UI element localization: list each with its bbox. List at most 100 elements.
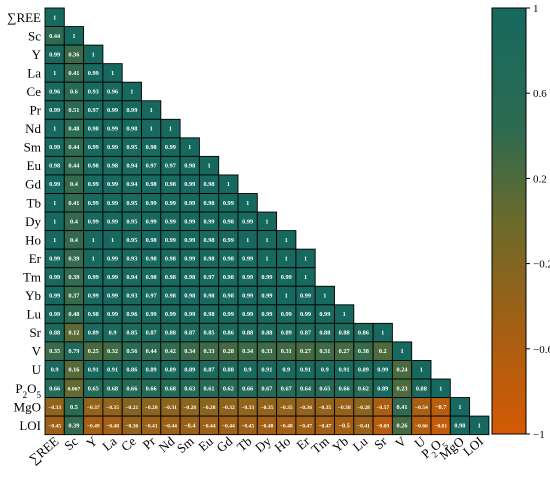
cell-value-label: 0.99 — [107, 218, 118, 225]
cell-value-label: 0.98 — [184, 293, 195, 300]
cell-value-label: 0.66 — [126, 385, 137, 392]
row-label: La — [27, 65, 41, 80]
cell-value-label: 0.12 — [68, 330, 79, 337]
cell-value-label: −0.31 — [164, 405, 177, 411]
cell-value-label: −0.44 — [222, 423, 235, 429]
cell-value-label: 0.87 — [204, 367, 215, 374]
cell-value-label: 0.98 — [184, 274, 195, 281]
cell-value-label: −0.38 — [338, 405, 351, 411]
cell-value-label: 0.44 — [146, 348, 158, 355]
cell-value-label: 0.99 — [281, 274, 292, 281]
cell-value-label: 0.93 — [126, 255, 137, 262]
cell-value-label: −0.35 — [280, 405, 293, 411]
cell-value-label: 0.2 — [379, 348, 387, 355]
row-label: Tm — [23, 269, 41, 284]
cell-value-label: 0.99 — [184, 311, 195, 318]
column-label: LOI — [460, 433, 486, 458]
cell-value-label: 0.24 — [397, 367, 409, 374]
cell-value-label: 0.9 — [51, 367, 59, 374]
cell-value-label: 0.66 — [49, 385, 60, 392]
cell-value-label: 1 — [458, 404, 461, 411]
cell-value-label: 0.9 — [282, 367, 290, 374]
cell-value-label: 0.88 — [261, 330, 272, 337]
cell-value-label: 0.98 — [146, 144, 157, 151]
cell-value-label: 0.98 — [223, 255, 234, 262]
cell-value-label: −0.47 — [299, 423, 312, 429]
cell-value-label: 0.98 — [146, 181, 157, 188]
cell-value-label: 0.98 — [204, 255, 215, 262]
cell-value-label: 0.99 — [165, 218, 176, 225]
cell-value-label: 0.99 — [377, 367, 388, 374]
cell-value-label: 0.62 — [223, 385, 234, 392]
row-label: Ce — [27, 84, 42, 99]
column-label: Lu — [350, 433, 371, 454]
cell-value-label: 0.4 — [70, 181, 79, 188]
cell-value-label: −0.37 — [87, 405, 100, 411]
cell-value-label: 0.99 — [281, 311, 292, 318]
colorbar-tick-label: 0.6 — [533, 88, 547, 100]
cell-value-label: 0.99 — [146, 218, 157, 225]
cell-value-label: 0.98 — [146, 237, 157, 244]
cell-value-label: 1 — [420, 367, 423, 374]
cell-value-label: −0.66 — [415, 423, 428, 429]
cell-value-label: 0.99 — [319, 311, 330, 318]
cell-value-label: −0.7 — [435, 404, 446, 411]
cell-value-label: 0.98 — [88, 163, 99, 170]
cell-value-label: 1 — [53, 14, 56, 21]
cell-value-label: 0.99 — [88, 181, 99, 188]
cell-value-label: 0.98 — [184, 163, 195, 170]
row-label: LOI — [19, 418, 41, 433]
cell-value-label: 1 — [265, 237, 268, 244]
row-label: Tb — [27, 195, 41, 210]
cell-value-label: 1 — [285, 237, 288, 244]
cell-value-label: 0.98 — [107, 163, 118, 170]
row-label: Eu — [27, 158, 42, 173]
cell-value-label: 0.85 — [126, 330, 137, 337]
cell-value-label: 0.27 — [300, 348, 311, 355]
cell-value-label: 0.44 — [49, 33, 61, 40]
cell-value-label: 0.4 — [70, 237, 79, 244]
cell-value-label: 1 — [53, 126, 56, 133]
cell-value-label: 0.96 — [107, 88, 118, 95]
cell-value-label: −0.35 — [106, 405, 119, 411]
column-label: Y — [83, 433, 100, 451]
row-label: U — [32, 362, 42, 377]
cell-value-label: 0.68 — [107, 385, 118, 392]
cell-value-label: 0.99 — [300, 293, 311, 300]
cell-value-label: 0.99 — [223, 311, 234, 318]
cell-value-label: 0.42 — [165, 348, 176, 355]
cell-value-label: −0.44 — [164, 423, 177, 429]
column-label: Gd — [213, 433, 235, 455]
cell-value-label: 0.99 — [261, 274, 272, 281]
cell-value-label: −0.48 — [280, 423, 293, 429]
cell-value-label: 0.99 — [204, 218, 215, 225]
column-label: V — [392, 433, 409, 451]
row-label: P2O5 — [15, 381, 41, 400]
cell-value-label: 0.6 — [70, 88, 78, 95]
cell-value-label: 0.96 — [49, 88, 60, 95]
cell-value-label: 0.91 — [339, 367, 350, 374]
cell-value-label: 0.98 — [204, 200, 215, 207]
row-label: Sc — [28, 28, 41, 43]
cell-value-label: 0.99 — [242, 293, 253, 300]
cell-value-label: 0.63 — [184, 385, 195, 392]
cell-value-label: 0.34 — [242, 348, 254, 355]
cell-value-label: 0.99 — [107, 144, 118, 151]
column-label: Tm — [308, 433, 331, 456]
cell-value-label: 0.88 — [223, 367, 234, 374]
cell-value-label: 0.39 — [68, 255, 79, 262]
row-label: Gd — [25, 177, 41, 192]
cell-value-label: 0.51 — [68, 107, 79, 114]
cell-value-label: 0.85 — [204, 330, 215, 337]
cell-value-label: 1 — [53, 218, 56, 225]
column-label: Ce — [118, 433, 139, 454]
cell-value-label: 0.88 — [319, 330, 330, 337]
cell-value-label: 0.99 — [88, 144, 99, 151]
cell-value-label: 0.88 — [339, 330, 350, 337]
cell-value-label: 0.99 — [261, 311, 272, 318]
colorbar: 1 0.6 0.2 −0.2 −0.6 −1 — [491, 3, 550, 441]
cell-value-label: 0.34 — [184, 348, 196, 355]
cell-value-label: 0.9 — [244, 367, 252, 374]
cell-value-label: 0.89 — [358, 367, 369, 374]
cell-value-label: 0.95 — [126, 218, 137, 225]
